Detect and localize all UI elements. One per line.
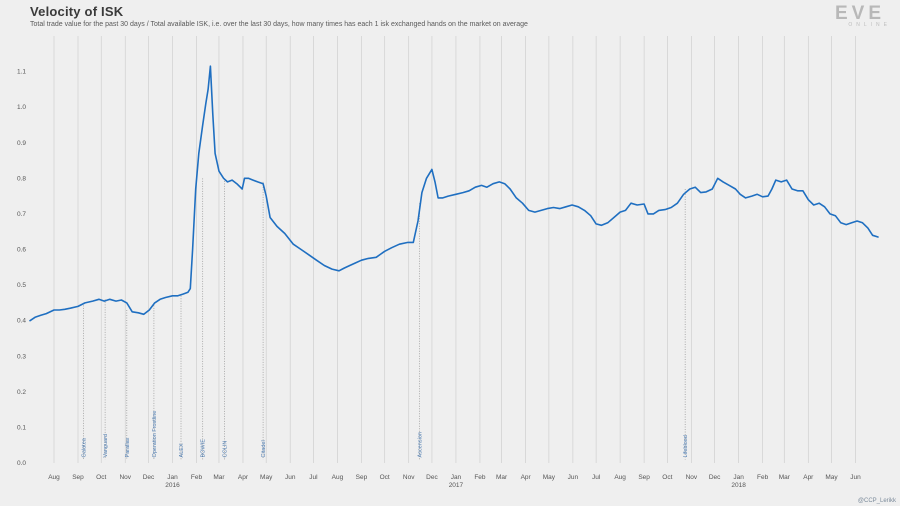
x-tick-label: Nov bbox=[403, 474, 415, 481]
x-tick-label: Mar bbox=[496, 474, 508, 481]
velocity-series-line bbox=[29, 65, 879, 322]
event-marker-label: ALEX bbox=[179, 443, 185, 457]
x-tick-label: Aug bbox=[332, 474, 344, 481]
x-tick-label: Jan bbox=[167, 474, 178, 481]
chart-title: Velocity of ISK bbox=[30, 4, 124, 19]
author-credit: @CCP_Lerikk bbox=[857, 498, 896, 504]
x-tick-label: May bbox=[260, 474, 273, 481]
x-tick-year-label: 2017 bbox=[449, 482, 464, 489]
x-tick-year-label: 2018 bbox=[731, 482, 746, 489]
y-tick-label: 0.4 bbox=[17, 318, 26, 325]
x-tick-label: Feb bbox=[474, 474, 486, 481]
x-tick-label: Nov bbox=[686, 474, 698, 481]
x-tick-label: Aug bbox=[614, 474, 626, 481]
x-tick-label: Sep bbox=[638, 474, 650, 481]
x-tick-label: Jul bbox=[592, 474, 601, 481]
x-tick-label: Jan bbox=[451, 474, 462, 481]
event-marker-label: Parallax bbox=[125, 437, 131, 457]
event-marker-label: COLIN bbox=[222, 441, 228, 458]
x-tick-label: Sep bbox=[356, 474, 368, 481]
y-tick-label: 1.0 bbox=[17, 104, 26, 111]
y-tick-label: 0.8 bbox=[17, 175, 26, 182]
x-tick-label: Jan bbox=[733, 474, 744, 481]
x-tick-label: Jul bbox=[309, 474, 318, 481]
y-tick-label: 1.1 bbox=[17, 69, 26, 76]
event-marker-label: BOWIE bbox=[201, 439, 207, 458]
event-marker-label: Lifeblood bbox=[683, 435, 689, 457]
event-marker-label: Vanguard bbox=[103, 434, 109, 457]
y-tick-label: 0.7 bbox=[17, 211, 26, 218]
x-tick-label: Apr bbox=[238, 474, 249, 481]
logo-sub-text: ONLINE bbox=[848, 22, 891, 28]
x-tick-label: Aug bbox=[48, 474, 60, 481]
x-tick-label: Nov bbox=[119, 474, 131, 481]
eve-online-logo: EVE ONLINE bbox=[835, 4, 891, 28]
x-tick-label: Jun bbox=[568, 474, 579, 481]
x-tick-label: Apr bbox=[803, 474, 814, 481]
y-tick-label: 0.5 bbox=[17, 282, 26, 289]
x-tick-label: Jun bbox=[850, 474, 861, 481]
x-tick-label: Dec bbox=[143, 474, 155, 481]
logo-main-text: EVE bbox=[835, 3, 886, 24]
x-tick-label: Sep bbox=[72, 474, 84, 481]
x-tick-label: Oct bbox=[662, 474, 672, 481]
x-tick-label: Dec bbox=[709, 474, 721, 481]
x-tick-label: Feb bbox=[757, 474, 769, 481]
x-tick-label: Feb bbox=[191, 474, 203, 481]
event-marker-label: Citadel bbox=[261, 440, 267, 457]
x-tick-label: Mar bbox=[213, 474, 225, 481]
x-tick-label: May bbox=[543, 474, 556, 481]
x-tick-year-label: 2016 bbox=[165, 482, 180, 489]
chart-subtitle: Total trade value for the past 30 days /… bbox=[30, 21, 528, 28]
x-tick-label: Dec bbox=[426, 474, 438, 481]
x-tick-label: Oct bbox=[380, 474, 390, 481]
y-tick-label: 0.2 bbox=[17, 389, 26, 396]
y-tick-label: 0.6 bbox=[17, 247, 26, 254]
y-tick-label: 0.9 bbox=[17, 140, 26, 147]
event-marker-label: Operation Frostline bbox=[152, 411, 158, 458]
x-tick-label: Oct bbox=[96, 474, 106, 481]
y-tick-label: 0.3 bbox=[17, 353, 26, 360]
y-tick-label: 0.1 bbox=[17, 424, 26, 431]
event-marker-label: Ascension bbox=[418, 432, 424, 457]
x-tick-label: Apr bbox=[521, 474, 532, 481]
x-tick-label: May bbox=[825, 474, 838, 481]
x-tick-label: Jun bbox=[285, 474, 296, 481]
event-marker-label: Galatea bbox=[81, 437, 87, 457]
x-tick-label: Mar bbox=[779, 474, 791, 481]
y-tick-label: 0.0 bbox=[17, 460, 26, 467]
